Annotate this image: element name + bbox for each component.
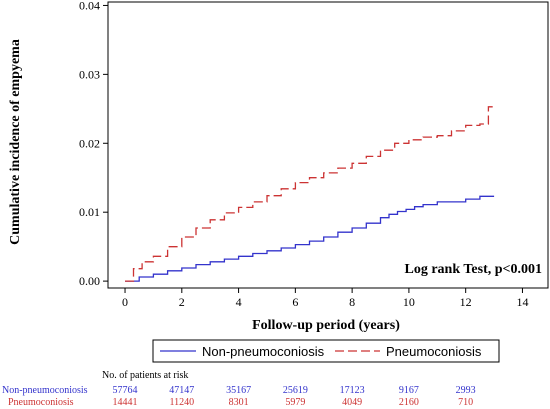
x-tick-label: 8: [349, 295, 355, 309]
legend: Non-pneumoconiosis Pneumoconiosis: [152, 339, 500, 363]
log-rank-annotation: Log rank Test, p<0.001: [404, 262, 542, 277]
x-tick-label: 12: [460, 295, 472, 309]
y-tick-label: 0.01: [79, 205, 100, 219]
risk-value: 35167: [226, 385, 251, 396]
risk-value: 8301: [229, 397, 249, 408]
x-tick-label: 4: [236, 295, 242, 309]
x-tick-label: 10: [403, 295, 415, 309]
x-tick-label: 0: [122, 295, 128, 309]
risk-value: 57764: [113, 385, 138, 396]
risk-value: 25619: [283, 385, 308, 396]
x-tick-label: 14: [516, 295, 528, 309]
x-axis-ticks: 0 2 4 6 8 10 12 14: [122, 288, 528, 309]
risk-table-values: 57764 47147 35167 25619 17123 9167 2993 14441 11…: [113, 385, 476, 408]
risk-row-label-pneumoconiosis: Pneumoconiosis: [8, 397, 74, 408]
y-tick-label: 0.00: [79, 274, 100, 288]
y-tick-label: 0.02: [79, 136, 100, 150]
risk-value: 2993: [456, 385, 476, 396]
risk-value: 5979: [285, 397, 305, 408]
risk-value: 9167: [399, 385, 419, 396]
risk-value: 4049: [342, 397, 362, 408]
y-tick-label: 0.03: [79, 67, 100, 81]
y-axis-ticks: 0.00 0.01 0.02 0.03 0.04: [79, 0, 108, 288]
risk-table-title: No. of patients at risk: [102, 370, 188, 381]
risk-value: 2160: [399, 397, 419, 408]
risk-row-label-non-pneumoconiosis: Non-pneumoconiosis: [2, 385, 88, 396]
risk-value: 11240: [169, 397, 194, 408]
x-tick-label: 6: [292, 295, 298, 309]
series-line-pneumoconiosis: [125, 106, 495, 282]
legend-label-pneumoconiosis: Pneumoconiosis: [386, 344, 482, 359]
x-tick-label: 2: [179, 295, 185, 309]
plot-frame: [107, 1, 549, 289]
series-line-non-pneumoconiosis: [125, 195, 495, 282]
risk-value: 17123: [340, 385, 365, 396]
legend-label-non-pneumoconiosis: Non-pneumoconiosis: [202, 344, 325, 359]
risk-value: 14441: [113, 397, 138, 408]
series-layer: [125, 106, 495, 282]
x-axis-label: Follow-up period (years): [252, 318, 400, 333]
y-tick-label: 0.04: [79, 0, 100, 12]
risk-value: 710: [458, 397, 473, 408]
y-axis-label: Cumulative incidence of empyema: [8, 39, 23, 245]
legend-box: [152, 339, 500, 363]
risk-value: 47147: [169, 385, 194, 396]
